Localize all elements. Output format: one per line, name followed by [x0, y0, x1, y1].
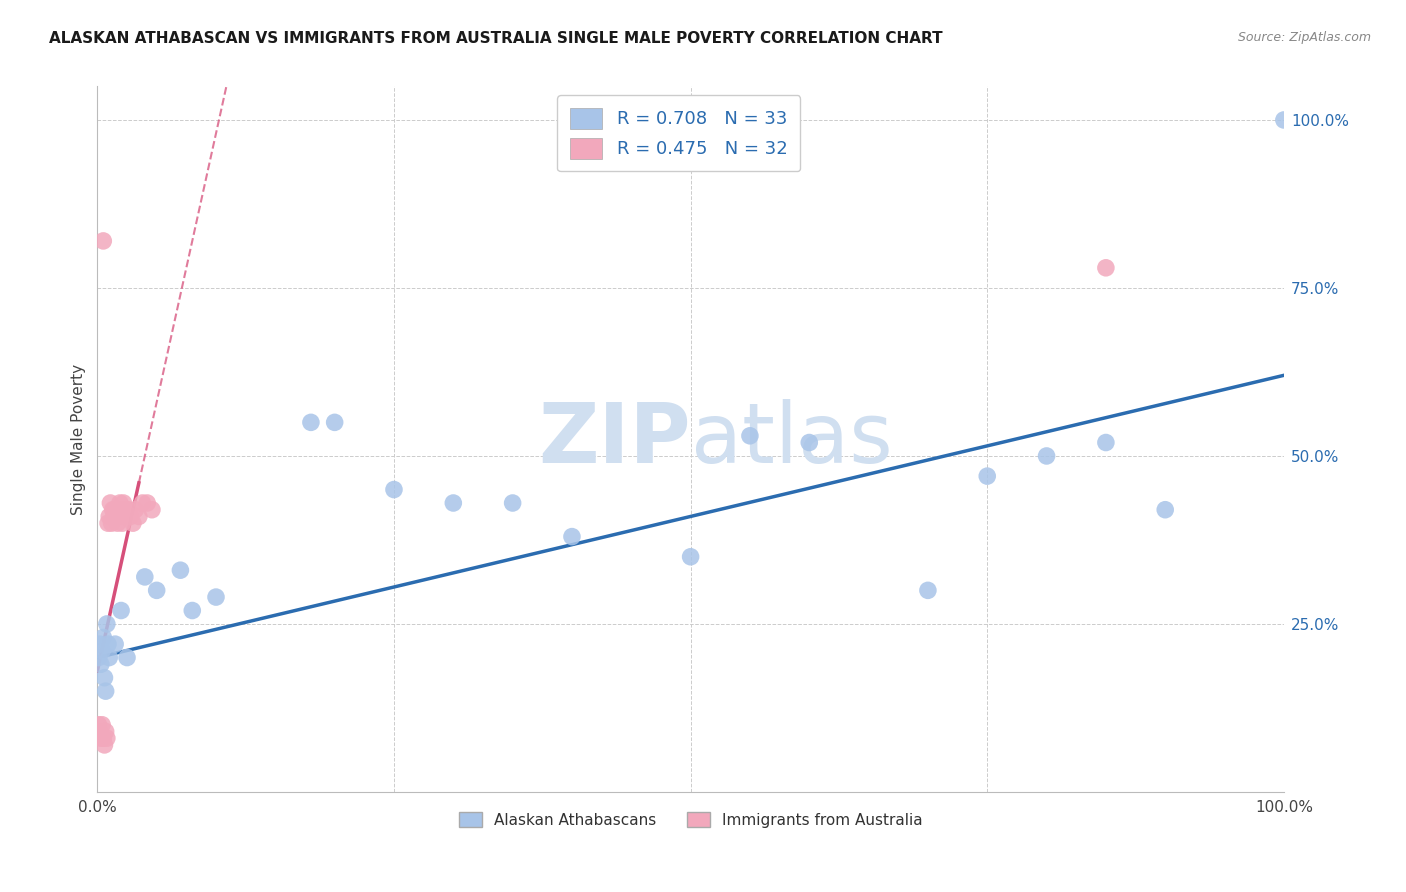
Point: [93, 671, 115, 685]
Point: [169, 563, 191, 577]
Point: [103, 509, 125, 524]
Point: [98, 509, 121, 524]
Point: [679, 549, 702, 564]
Point: [122, 516, 145, 531]
Point: [917, 583, 939, 598]
Point: [115, 650, 138, 665]
Point: [111, 516, 134, 531]
Point: [107, 516, 129, 531]
Point: [110, 603, 132, 617]
Point: [382, 483, 405, 497]
Point: [134, 570, 156, 584]
Legend: Alaskan Athabascans, Immigrants from Australia: Alaskan Athabascans, Immigrants from Aus…: [453, 805, 928, 834]
Point: [799, 435, 821, 450]
Point: [141, 502, 163, 516]
Y-axis label: Single Male Poverty: Single Male Poverty: [72, 364, 86, 515]
Point: [299, 415, 322, 429]
Point: [181, 603, 204, 617]
Point: [97, 516, 120, 531]
Point: [561, 530, 583, 544]
Point: [107, 509, 129, 524]
Point: [94, 684, 117, 698]
Point: [93, 738, 115, 752]
Point: [89, 724, 111, 739]
Point: [91, 718, 114, 732]
Point: [1095, 260, 1118, 275]
Point: [124, 502, 146, 516]
Point: [101, 502, 124, 516]
Text: Source: ZipAtlas.com: Source: ZipAtlas.com: [1237, 31, 1371, 45]
Point: [1035, 449, 1057, 463]
Point: [98, 650, 121, 665]
Point: [738, 429, 761, 443]
Point: [91, 644, 114, 658]
Point: [128, 509, 150, 524]
Point: [90, 731, 112, 746]
Point: [323, 415, 346, 429]
Text: atlas: atlas: [690, 399, 893, 480]
Point: [96, 617, 118, 632]
Text: ALASKAN ATHABASCAN VS IMMIGRANTS FROM AUSTRALIA SINGLE MALE POVERTY CORRELATION : ALASKAN ATHABASCAN VS IMMIGRANTS FROM AU…: [49, 31, 943, 46]
Point: [1095, 435, 1118, 450]
Point: [976, 469, 998, 483]
Point: [110, 502, 132, 516]
Point: [108, 496, 131, 510]
Point: [89, 637, 111, 651]
Point: [120, 509, 142, 524]
Point: [205, 590, 228, 604]
Point: [96, 731, 118, 746]
Point: [104, 502, 127, 516]
Point: [94, 724, 117, 739]
Point: [90, 657, 112, 672]
Point: [100, 496, 122, 510]
Point: [117, 502, 139, 516]
Point: [91, 234, 114, 248]
Point: [105, 502, 128, 516]
Point: [91, 631, 114, 645]
Point: [100, 516, 122, 531]
Point: [502, 496, 524, 510]
Point: [131, 496, 153, 510]
Point: [112, 496, 135, 510]
Point: [104, 637, 127, 651]
Point: [87, 718, 110, 732]
Point: [1272, 112, 1295, 127]
Point: [145, 583, 167, 598]
Point: [87, 650, 110, 665]
Point: [91, 731, 114, 746]
Point: [114, 509, 136, 524]
Point: [97, 637, 120, 651]
Point: [136, 496, 159, 510]
Text: ZIP: ZIP: [538, 399, 690, 480]
Point: [1154, 502, 1177, 516]
Point: [441, 496, 464, 510]
